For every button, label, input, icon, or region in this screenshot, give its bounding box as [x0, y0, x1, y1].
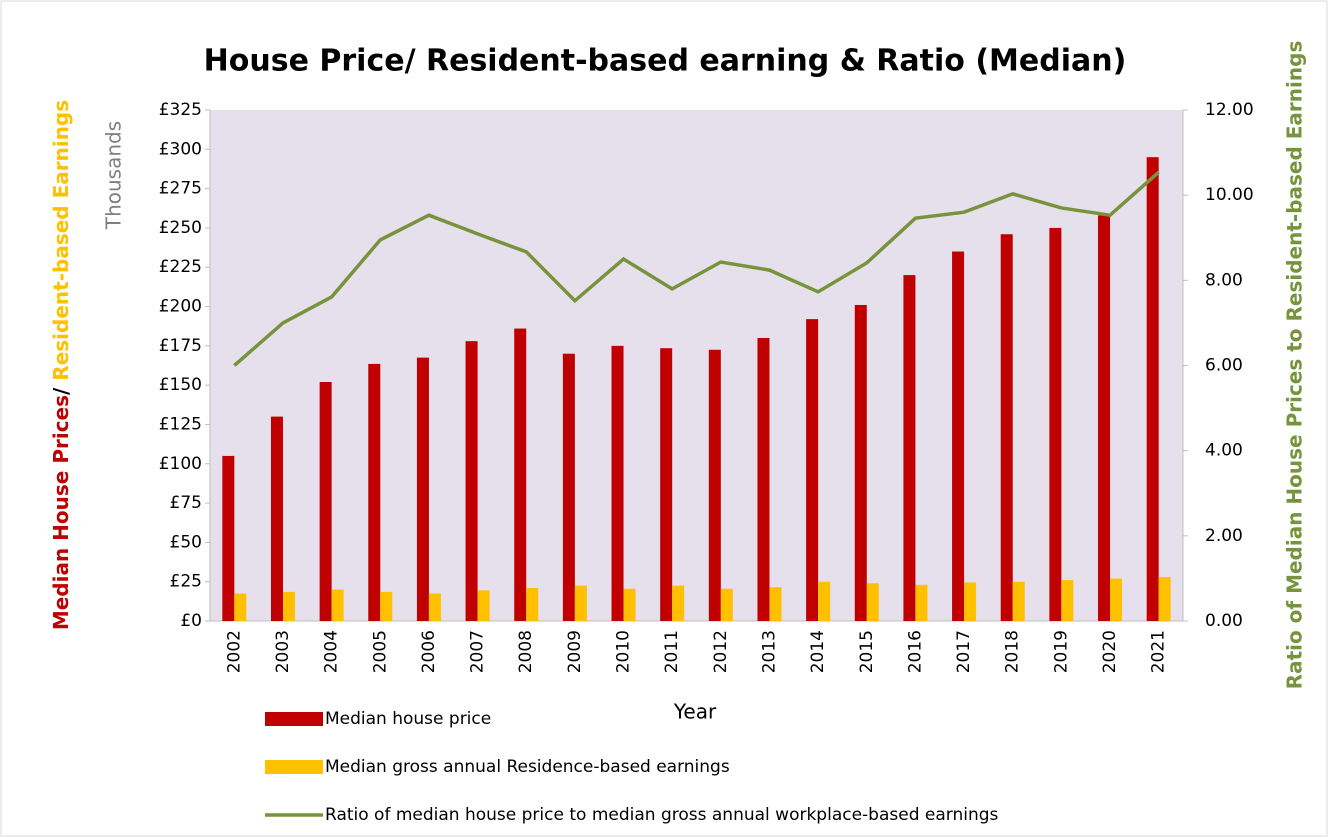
- x-axis-title: Year: [673, 700, 717, 724]
- y-tick-label: £200: [159, 297, 202, 317]
- bar: [915, 584, 928, 621]
- x-tick-label: 2002: [224, 630, 244, 673]
- x-tick-label: 2007: [468, 630, 488, 673]
- y2-tick-label: 10.00: [1205, 185, 1254, 205]
- bar: [866, 583, 879, 621]
- bar: [331, 589, 344, 621]
- y2-tick-label: 8.00: [1205, 270, 1243, 290]
- x-tick-label: 2006: [419, 630, 439, 673]
- bar: [368, 363, 381, 621]
- x-tick-label: 2011: [662, 630, 682, 673]
- x-tick-label: 2019: [1051, 630, 1071, 673]
- y-axis-title-part: Median House Prices: [49, 395, 73, 630]
- legend-swatch: [265, 712, 323, 726]
- x-tick-label: 2013: [759, 630, 779, 673]
- y-axis-title-part: /: [49, 381, 73, 395]
- bar: [416, 357, 429, 621]
- y-tick-label: £0: [180, 611, 202, 631]
- bar: [234, 593, 247, 621]
- bar: [465, 341, 478, 621]
- bar: [1158, 576, 1171, 621]
- bar: [1012, 581, 1025, 621]
- chart-title: House Price/ Resident-based earning & Ra…: [204, 44, 1127, 79]
- legend-label: Ratio of median house price to median gr…: [325, 805, 999, 825]
- bar: [1146, 157, 1159, 621]
- y2-tick-label: 2.00: [1205, 526, 1243, 546]
- y-tick-label: £75: [170, 493, 202, 513]
- bar: [319, 382, 332, 621]
- bar: [1000, 234, 1013, 621]
- y2-axis-title: Ratio of Median House Prices to Resident…: [1283, 41, 1307, 690]
- bar: [222, 455, 235, 621]
- x-tick-label: 2009: [565, 630, 585, 673]
- x-tick-label: 2015: [857, 630, 877, 673]
- bar: [806, 319, 819, 621]
- legend-swatch: [265, 760, 323, 774]
- y-axis-title: Median House Prices/ Resident-based Earn…: [49, 100, 73, 630]
- bar: [270, 416, 283, 621]
- y-tick-label: £150: [159, 375, 202, 395]
- y2-tick-label: 0.00: [1205, 611, 1243, 631]
- x-tick-label: 2014: [808, 630, 828, 673]
- y-tick-label: £125: [159, 414, 202, 434]
- y-tick-label: £50: [170, 532, 202, 552]
- y-units: Thousands: [102, 121, 126, 230]
- bar: [1061, 580, 1074, 621]
- bar: [380, 591, 393, 621]
- x-tick-label: 2016: [905, 630, 925, 673]
- plot-area: [210, 110, 1183, 621]
- bar: [514, 328, 527, 621]
- bar: [952, 251, 965, 621]
- y-tick-label: £325: [159, 100, 202, 120]
- bar: [757, 337, 770, 621]
- x-tick-label: 2012: [711, 630, 731, 673]
- bar: [708, 349, 721, 621]
- y-tick-label: £25: [170, 572, 202, 592]
- y-tick-label: £300: [159, 139, 202, 159]
- y2-tick-label: 12.00: [1205, 100, 1254, 120]
- x-tick-label: 2004: [322, 630, 342, 673]
- y-tick-label: £275: [159, 179, 202, 199]
- y-axis-title-part: Resident-based Earnings: [49, 100, 73, 381]
- x-tick-label: 2021: [1149, 630, 1169, 673]
- x-tick-label: 2020: [1100, 630, 1120, 673]
- bar: [611, 345, 624, 621]
- legend-label: Median gross annual Residence-based earn…: [325, 757, 730, 777]
- y2-tick-label: 4.00: [1205, 441, 1243, 461]
- x-tick-label: 2018: [1003, 630, 1023, 673]
- bar: [720, 588, 733, 621]
- x-tick-label: 2005: [370, 630, 390, 673]
- bar: [903, 275, 916, 621]
- x-tick-label: 2008: [516, 630, 536, 673]
- y-tick-label: £250: [159, 218, 202, 238]
- bar: [672, 585, 685, 621]
- bar: [1098, 215, 1111, 622]
- bar: [282, 591, 295, 621]
- x-tick-label: 2003: [273, 630, 293, 673]
- y2-tick-label: 6.00: [1205, 356, 1243, 376]
- bar: [1110, 578, 1123, 621]
- bar: [574, 585, 587, 621]
- x-tick-label: 2017: [954, 630, 974, 673]
- bar: [1049, 227, 1062, 621]
- ratio-line: [233, 170, 1160, 367]
- bar: [964, 582, 977, 621]
- x-tick-label: 2010: [614, 630, 634, 673]
- bar: [562, 353, 575, 621]
- bar: [428, 593, 441, 621]
- bar: [623, 588, 636, 621]
- y-tick-label: £225: [159, 257, 202, 277]
- bar: [477, 590, 490, 621]
- bar: [769, 587, 782, 621]
- y-tick-label: £100: [159, 454, 202, 474]
- bar: [854, 304, 867, 621]
- legend-label: Median house price: [325, 709, 491, 729]
- bar: [818, 581, 831, 621]
- y-tick-label: £175: [159, 336, 202, 356]
- bar: [526, 587, 539, 621]
- bar: [660, 348, 673, 621]
